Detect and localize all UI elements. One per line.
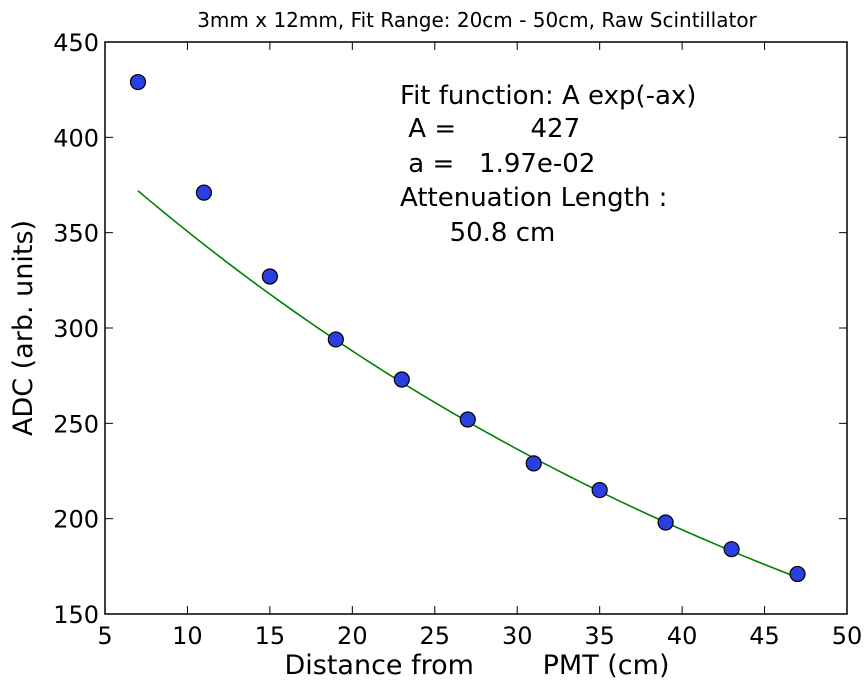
- x-tick-label: 30: [502, 622, 533, 650]
- attenuation-length-label: Attenuation Length :: [400, 183, 667, 213]
- x-tick-label: 5: [97, 622, 112, 650]
- x-tick-label: 45: [749, 622, 780, 650]
- fit-parameter-A: A = 427: [400, 114, 580, 144]
- y-tick-label: 300: [53, 315, 99, 343]
- fit-function-text: Fit function: A exp(-ax): [400, 81, 696, 111]
- x-axis-label: Distance from PMT (cm): [284, 650, 669, 680]
- y-tick-label: 350: [53, 220, 99, 248]
- x-tick-label: 20: [337, 622, 368, 650]
- chart-title: 3mm x 12mm, Fit Range: 20cm - 50cm, Raw …: [197, 8, 757, 32]
- x-tick-label: 10: [172, 622, 203, 650]
- data-point: [393, 371, 410, 388]
- plot-area: 5 10 15 20 25 30 35 40 45 50 150 200 250 300 350 400 45…: [53, 29, 862, 650]
- x-axis-ticks: 5 10 15 20 25 30 35 40 45 50: [97, 42, 862, 650]
- fit-parameter-a: a = 1.97e-02: [400, 149, 595, 179]
- y-tick-label: 150: [53, 601, 99, 629]
- fit-annotation: Fit function: A exp(-ax) A = 427 a = 1.9…: [400, 81, 696, 248]
- data-point: [657, 514, 674, 531]
- y-axis-label: ADC (arb. units): [8, 220, 39, 436]
- y-tick-label: 250: [53, 410, 99, 438]
- x-tick-label: 15: [255, 622, 286, 650]
- data-point: [723, 541, 740, 558]
- data-point: [789, 565, 806, 583]
- data-point: [525, 455, 542, 472]
- data-point: [129, 73, 147, 91]
- plot-frame: [104, 41, 848, 615]
- x-tick-label: 50: [832, 622, 863, 650]
- data-point: [591, 481, 608, 499]
- data-point: [261, 268, 278, 285]
- x-tick-label: 35: [584, 622, 615, 650]
- x-tick-label: 25: [420, 622, 451, 650]
- attenuation-length-value: 50.8 cm: [400, 218, 555, 248]
- x-tick-label: 40: [667, 622, 698, 650]
- data-points: [129, 73, 806, 583]
- data-point: [327, 331, 344, 348]
- data-point: [459, 411, 476, 428]
- y-tick-label: 400: [53, 124, 99, 152]
- y-tick-label: 200: [53, 506, 99, 534]
- y-axis-ticks: 150 200 250 300 350 400 450: [53, 29, 847, 629]
- y-tick-label: 450: [53, 29, 99, 57]
- data-point: [195, 184, 213, 201]
